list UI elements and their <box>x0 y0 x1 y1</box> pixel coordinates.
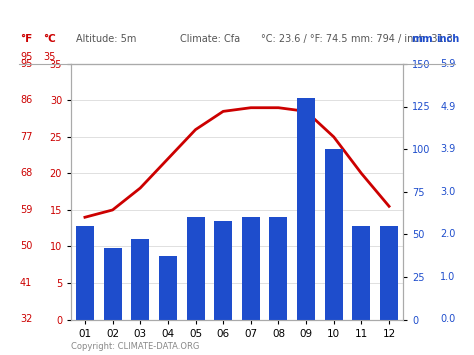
Bar <box>214 221 232 320</box>
Text: 41: 41 <box>20 278 32 288</box>
Text: 3.0: 3.0 <box>440 187 456 197</box>
Text: inch: inch <box>436 34 460 44</box>
Text: 95: 95 <box>20 59 32 69</box>
Bar <box>325 149 343 320</box>
Text: 4.9: 4.9 <box>440 102 456 111</box>
Text: Copyright: CLIMATE-DATA.ORG: Copyright: CLIMATE-DATA.ORG <box>71 343 200 351</box>
Text: Altitude: 5m: Altitude: 5m <box>76 34 136 44</box>
Bar <box>104 248 121 320</box>
Bar <box>187 217 204 320</box>
Bar <box>380 226 398 320</box>
Text: 3.9: 3.9 <box>440 144 456 154</box>
Bar <box>159 256 177 320</box>
Text: 95: 95 <box>20 52 32 62</box>
Text: Climate: Cfa: Climate: Cfa <box>180 34 240 44</box>
Text: 59: 59 <box>20 205 32 215</box>
Text: °C: 23.6 / °F: 74.5: °C: 23.6 / °F: 74.5 <box>261 34 347 44</box>
Text: 50: 50 <box>20 241 32 251</box>
Text: 5.9: 5.9 <box>440 59 456 69</box>
Bar <box>353 226 370 320</box>
Text: 77: 77 <box>20 132 32 142</box>
Text: 86: 86 <box>20 95 32 105</box>
Bar <box>297 98 315 320</box>
Text: °F: °F <box>20 34 32 44</box>
Text: 68: 68 <box>20 168 32 179</box>
Text: 2.0: 2.0 <box>440 229 456 239</box>
Bar <box>131 239 149 320</box>
Text: °C: °C <box>44 34 56 44</box>
Text: 35: 35 <box>44 52 56 62</box>
Text: 0.0: 0.0 <box>440 315 456 324</box>
Text: 32: 32 <box>20 315 32 324</box>
Text: 1.0: 1.0 <box>440 272 456 282</box>
Text: mm: 794 / inch: 31.3: mm: 794 / inch: 31.3 <box>351 34 453 44</box>
Bar <box>270 217 287 320</box>
Bar <box>242 217 260 320</box>
Bar <box>76 226 94 320</box>
Text: mm: mm <box>411 34 433 44</box>
